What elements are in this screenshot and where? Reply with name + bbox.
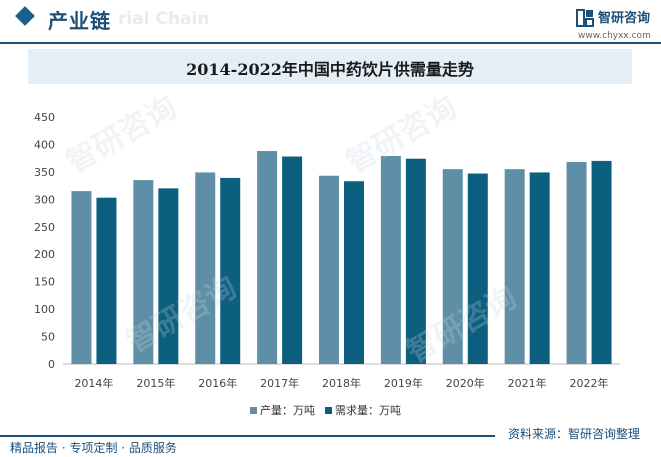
bar-demand — [591, 160, 612, 364]
y-tick-label: 350 — [34, 166, 55, 179]
bar-production — [195, 172, 216, 364]
y-tick-label: 400 — [34, 138, 55, 151]
x-tick-label: 2016年 — [198, 376, 237, 390]
brand-name: 智研咨询 — [598, 11, 651, 26]
footer-tagline: 精品报告 · 专项定制 · 品质服务 — [10, 441, 177, 455]
y-tick-label: 200 — [34, 248, 55, 261]
bar-demand — [220, 177, 241, 364]
y-tick-label: 150 — [34, 276, 55, 289]
x-tick-label: 2022年 — [570, 376, 609, 390]
y-tick-label: 50 — [41, 331, 55, 344]
x-tick-label: 2014年 — [74, 376, 113, 390]
legend: 产量：万吨 需求量：万吨 — [250, 402, 411, 418]
x-tick-label: 2019年 — [384, 376, 423, 390]
bar-demand — [282, 156, 303, 364]
legend-item-demand: 需求量：万吨 — [325, 402, 401, 418]
chart-title: 2014-2022年中国中药饮片供需量走势 — [186, 60, 474, 79]
bar-production — [319, 175, 339, 364]
legend-swatch-demand — [325, 406, 332, 414]
bar-demand — [158, 188, 179, 364]
y-tick-label: 450 — [34, 111, 55, 124]
bar-production — [257, 151, 278, 364]
y-tick-label: 0 — [48, 358, 55, 371]
footer-source: 资料来源：智研咨询整理 — [508, 427, 641, 441]
bar-production — [504, 169, 525, 364]
bar-demand — [529, 172, 550, 364]
title-band: 2014-2022年中国中药饮片供需量走势 — [28, 49, 632, 84]
x-tick-label: 2021年 — [508, 376, 547, 390]
legend-label-demand: 需求量：万吨 — [335, 404, 401, 417]
y-tick-label: 300 — [34, 193, 55, 206]
bar-production — [442, 169, 463, 364]
bar-chart: 0 50 100 150 200 250 300 350 400 450 2014年 2015年 201… — [34, 111, 620, 390]
legend-swatch-production — [250, 406, 257, 414]
header: 产业链 rial Chain 智研咨询 www.chyxx.com — [0, 0, 661, 42]
section-title: 产业链 — [48, 9, 111, 33]
bar-production — [133, 180, 154, 364]
x-tick-label: 2015年 — [136, 376, 175, 390]
footer-rule — [0, 435, 495, 437]
y-tick-label: 250 — [34, 221, 55, 234]
bar-production — [380, 155, 401, 364]
header-watermark: rial Chain — [118, 9, 210, 29]
bar-demand — [96, 197, 117, 364]
bar-demand — [405, 158, 426, 364]
y-tick-label: 100 — [34, 303, 55, 316]
legend-item-production: 产量：万吨 — [250, 402, 315, 418]
legend-label-production: 产量：万吨 — [260, 404, 315, 417]
x-tick-label: 2018年 — [322, 376, 361, 390]
brand-url: www.chyxx.com — [578, 31, 651, 41]
diamond-icon — [15, 6, 35, 26]
bar-production — [566, 162, 587, 364]
bar-demand — [467, 173, 488, 364]
brand-logo-icon — [576, 9, 594, 27]
bar-production — [71, 191, 92, 364]
x-tick-label: 2020年 — [446, 376, 485, 390]
x-tick-label: 2017年 — [260, 376, 299, 390]
header-rule — [0, 42, 661, 44]
bar-demand — [344, 181, 364, 364]
